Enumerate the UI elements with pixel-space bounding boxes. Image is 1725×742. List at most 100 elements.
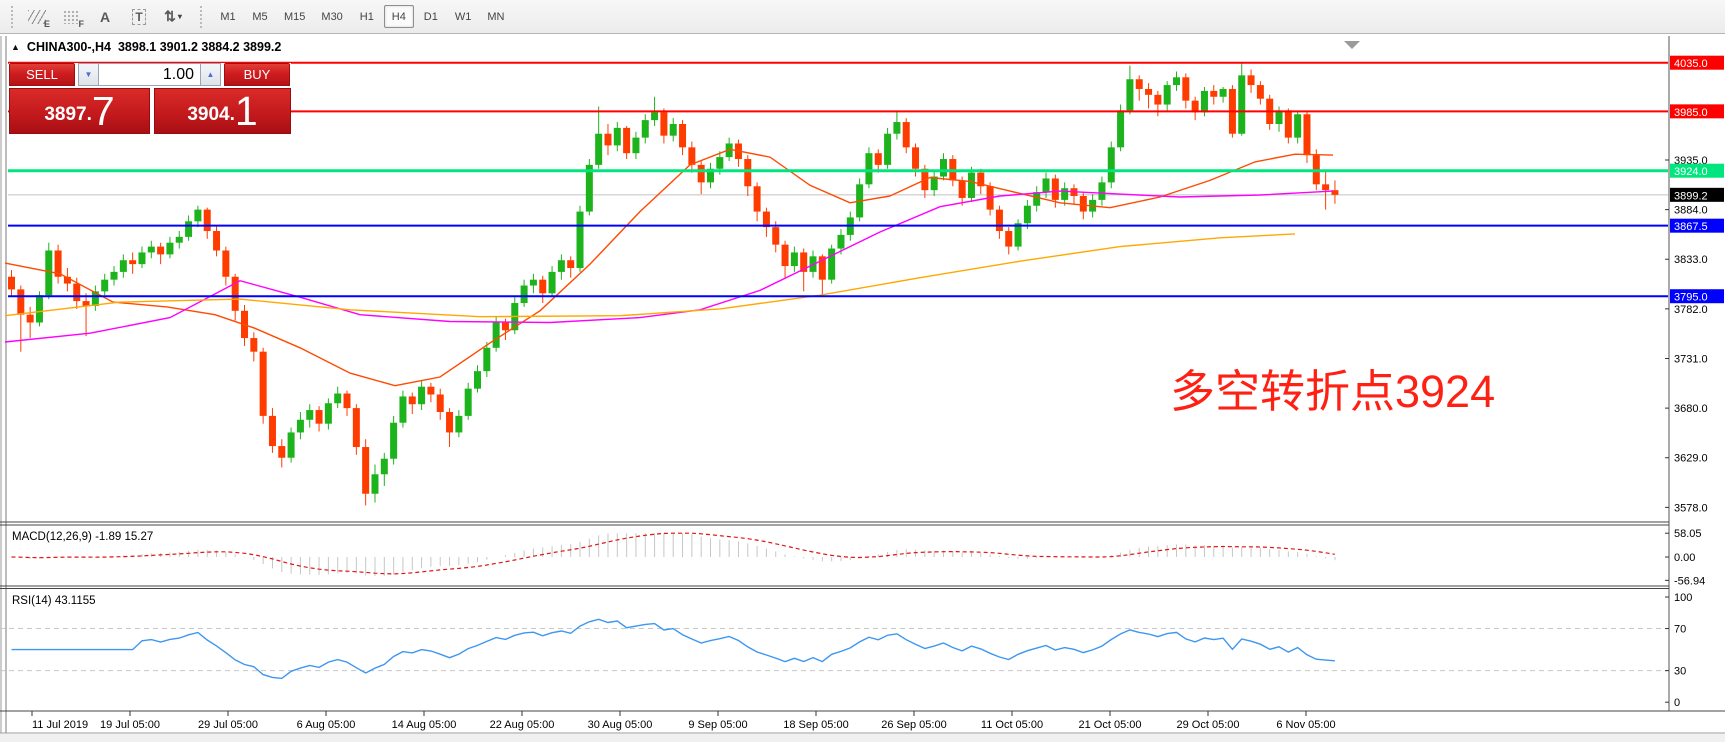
candle bbox=[166, 242, 174, 255]
candle bbox=[762, 211, 770, 228]
candle bbox=[63, 276, 71, 284]
candle bbox=[129, 260, 137, 265]
candle bbox=[1247, 75, 1255, 86]
buy-price: 3904. bbox=[187, 104, 235, 125]
macd-histogram bbox=[20, 533, 1336, 577]
buy-price-tile[interactable]: 3904. 1 bbox=[154, 88, 291, 134]
price-badge-3795.0 bbox=[1670, 289, 1724, 304]
candle bbox=[772, 227, 780, 245]
candle bbox=[1135, 79, 1143, 89]
candle bbox=[940, 159, 947, 177]
candle bbox=[54, 250, 62, 277]
candle bbox=[110, 271, 118, 280]
timeframe-button-m1[interactable]: M1 bbox=[220, 10, 236, 23]
rsi-line bbox=[11, 618, 1335, 680]
timeframe-button-h1[interactable]: H1 bbox=[359, 10, 374, 23]
time-tick-label: 11 Jul 2019 bbox=[32, 719, 88, 731]
timeframe-button-m5[interactable]: M5 bbox=[252, 10, 268, 23]
macd-tick-label: 0.00 bbox=[1674, 552, 1695, 564]
candle bbox=[1098, 182, 1106, 200]
candle bbox=[1126, 79, 1134, 111]
trade-controls-row: SELL ▼ 1.00 ▲ BUY bbox=[9, 63, 291, 86]
price-tick-label: 3629.0 bbox=[1674, 453, 1708, 465]
timeframe-button-d1[interactable]: D1 bbox=[423, 10, 438, 23]
candle bbox=[1023, 205, 1031, 224]
timeframe-button-w1[interactable]: W1 bbox=[454, 10, 472, 23]
candle bbox=[91, 291, 99, 306]
candle bbox=[175, 236, 183, 243]
candle bbox=[73, 283, 81, 302]
timeframe-toolbar-grip[interactable] bbox=[198, 5, 206, 28]
candle bbox=[446, 412, 454, 433]
candle bbox=[324, 403, 332, 424]
candle bbox=[138, 252, 146, 265]
candle bbox=[576, 211, 584, 269]
candle bbox=[390, 422, 398, 459]
candles-layer[interactable] bbox=[8, 62, 1339, 506]
candle bbox=[1294, 114, 1302, 138]
candle bbox=[1219, 88, 1227, 97]
candle bbox=[529, 279, 537, 286]
sell-button[interactable]: SELL bbox=[9, 63, 75, 86]
chart-title-row: ▲ CHINA300-,H4 3898.1 3901.2 3884.2 3899… bbox=[11, 40, 281, 54]
candle bbox=[800, 252, 808, 272]
candle bbox=[1200, 90, 1208, 113]
time-tick-label: 14 Aug 05:00 bbox=[392, 719, 457, 731]
fibonacci-icon[interactable]: F bbox=[54, 3, 88, 31]
ma-slow-orange[interactable] bbox=[4, 233, 1296, 318]
timeframe-button-mn[interactable]: MN bbox=[487, 10, 505, 23]
candle bbox=[679, 123, 687, 148]
candle bbox=[203, 209, 211, 232]
candle bbox=[744, 159, 752, 187]
candle bbox=[1238, 75, 1246, 134]
drawing-tools-group: E F A T ⇅ ▾ bbox=[20, 3, 190, 31]
main-toolbar: E F A T ⇅ ▾ M1 M5 M15 M30 H1 H4 D1 W1 MN bbox=[0, 0, 1725, 34]
equidistant-channel-icon[interactable]: E bbox=[20, 3, 54, 31]
arrows-tool-icon[interactable]: ⇅ ▾ bbox=[164, 8, 182, 24]
candle bbox=[492, 322, 500, 348]
candle bbox=[474, 371, 481, 389]
time-tick-label: 26 Sep 05:00 bbox=[881, 719, 946, 731]
candle bbox=[483, 347, 491, 372]
candle bbox=[1303, 114, 1311, 156]
rsi-pane-label: RSI(14) 43.1155 bbox=[12, 595, 96, 607]
candle bbox=[1275, 110, 1283, 124]
candle bbox=[613, 127, 621, 146]
sell-price-tile[interactable]: 3897. 7 bbox=[9, 88, 150, 134]
text-tool-icon[interactable]: A bbox=[99, 8, 111, 25]
price-badge-label: 3867.5 bbox=[1674, 221, 1708, 233]
candle bbox=[455, 415, 463, 433]
time-tick-label: 6 Aug 05:00 bbox=[297, 719, 356, 731]
timeframe-button-h4[interactable]: H4 bbox=[383, 5, 414, 28]
volume-input[interactable]: 1.00 bbox=[99, 63, 200, 86]
label-tool-icon[interactable]: T bbox=[122, 3, 156, 31]
candle bbox=[306, 410, 314, 420]
candle bbox=[818, 256, 826, 280]
candle bbox=[595, 133, 603, 165]
candle bbox=[399, 396, 407, 423]
chart-area[interactable]: 多空转折点3924 3935.0 3884.0 3833.0 3782.0 3731.0 3… bbox=[0, 35, 1725, 742]
collapse-arrow-icon[interactable]: ▲ bbox=[11, 42, 20, 52]
timeframe-button-m30[interactable]: M30 bbox=[321, 10, 343, 23]
candle bbox=[17, 289, 25, 315]
time-tick-label: 6 Nov 05:00 bbox=[1276, 719, 1335, 731]
ma-mid-magenta[interactable] bbox=[4, 190, 1334, 343]
candle bbox=[1191, 100, 1199, 113]
price-badge-label: 3985.0 bbox=[1674, 107, 1708, 119]
current-price-label: 3899.2 bbox=[1674, 190, 1708, 202]
trade-prices-row: 3897. 7 3904. 1 bbox=[9, 88, 291, 134]
candle bbox=[669, 123, 677, 136]
volume-increase-button[interactable]: ▲ bbox=[200, 63, 221, 86]
toolbar-grip[interactable] bbox=[9, 5, 17, 28]
buy-button[interactable]: BUY bbox=[224, 63, 290, 86]
timeframe-button-m15[interactable]: M15 bbox=[284, 10, 306, 23]
ma-fast-red[interactable] bbox=[4, 148, 1334, 387]
price-badge-label: 3924.0 bbox=[1674, 166, 1708, 178]
candle bbox=[26, 314, 34, 323]
rsi-tick-label: 100 bbox=[1674, 592, 1692, 604]
candle bbox=[194, 209, 202, 222]
one-click-trade-panel: SELL ▼ 1.00 ▲ BUY 3897. 7 3904. 1 bbox=[9, 63, 291, 136]
chart-canvas[interactable]: 多空转折点39243935.03884.03833.03782.03731.03… bbox=[0, 35, 1725, 742]
candle bbox=[371, 474, 379, 494]
volume-decrease-button[interactable]: ▼ bbox=[78, 63, 99, 86]
